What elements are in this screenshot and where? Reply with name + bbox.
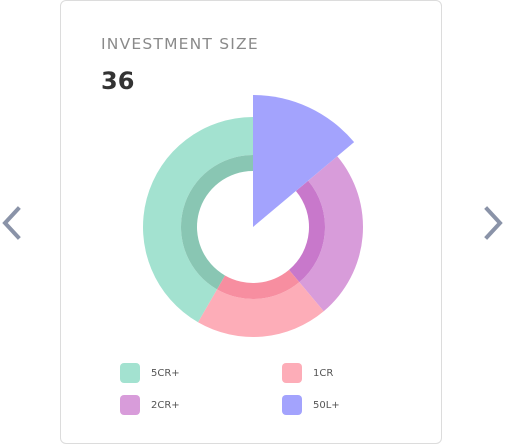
chevron-right-icon bbox=[481, 206, 505, 240]
legend-label: 1CR bbox=[313, 368, 333, 379]
next-arrow-button[interactable] bbox=[481, 206, 505, 240]
prev-arrow-button[interactable] bbox=[0, 206, 24, 240]
legend-item-5cr[interactable]: 5CR+ bbox=[120, 363, 180, 383]
legend-item-1cr[interactable]: 1CR bbox=[282, 363, 333, 383]
legend-swatch bbox=[120, 363, 140, 383]
legend-swatch bbox=[282, 395, 302, 415]
legend-swatch bbox=[282, 363, 302, 383]
legend-item-2cr[interactable]: 2CR+ bbox=[120, 395, 180, 415]
investment-size-card: INVESTMENT SIZE 36 5CR+ 1CR 2CR+ 50L+ bbox=[60, 0, 442, 444]
legend-label: 5CR+ bbox=[151, 368, 180, 379]
legend-label: 2CR+ bbox=[151, 400, 180, 411]
legend-swatch bbox=[120, 395, 140, 415]
chevron-left-icon bbox=[0, 206, 24, 240]
legend-item-50l[interactable]: 50L+ bbox=[282, 395, 340, 415]
donut-chart bbox=[61, 1, 443, 445]
legend-label: 50L+ bbox=[313, 400, 340, 411]
